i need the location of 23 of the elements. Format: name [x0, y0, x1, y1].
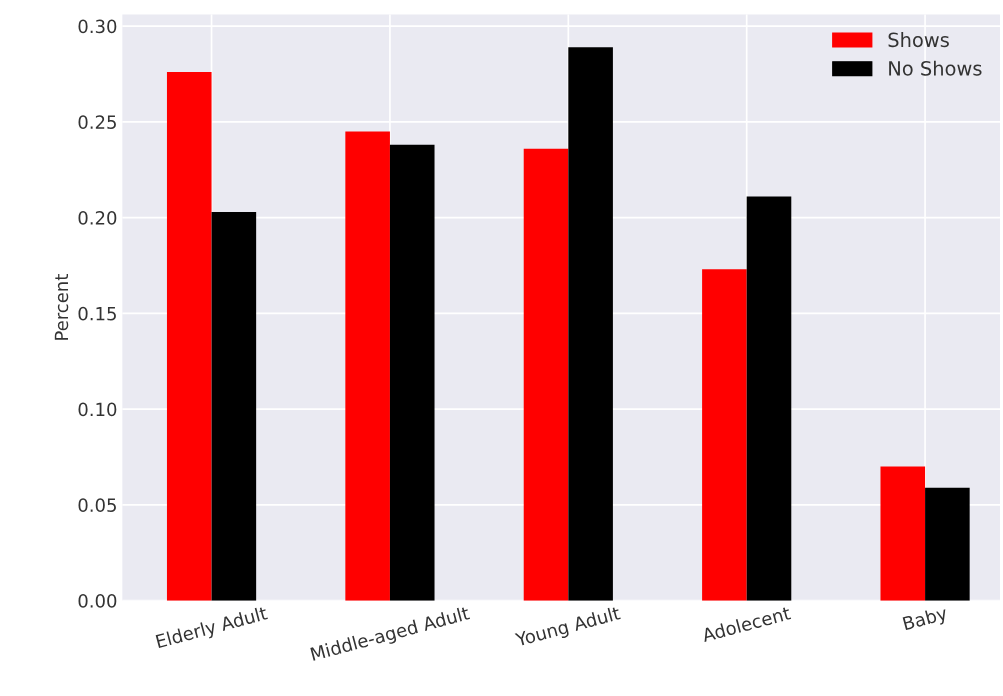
- bar: [702, 269, 747, 601]
- y-tick-label: 0.00: [78, 594, 117, 608]
- bar: [211, 211, 257, 601]
- bar: [568, 47, 613, 601]
- x-tick-label: Baby: [902, 605, 949, 634]
- legend-label: Shows: [888, 32, 949, 48]
- bar: [523, 148, 569, 601]
- y-tick-label: 0.05: [78, 498, 116, 513]
- bar: [345, 131, 390, 601]
- bar: [746, 196, 792, 601]
- bar: [880, 466, 926, 601]
- y-axis-title: Percent: [54, 274, 69, 340]
- y-tick-label: 0.25: [78, 115, 116, 129]
- bar: [925, 487, 970, 601]
- y-tick-label: 0.20: [78, 211, 117, 225]
- legend-label: No Shows: [889, 60, 982, 76]
- y-tick-label: 0.10: [78, 402, 117, 417]
- y-tick-label: 0.30: [78, 19, 117, 34]
- y-tick-label: 0.15: [78, 306, 116, 321]
- x-tick-label: Young Adult: [514, 605, 622, 651]
- bar: [166, 72, 212, 601]
- bar: [389, 144, 435, 601]
- x-tick-label: Elderly Adult: [155, 605, 269, 652]
